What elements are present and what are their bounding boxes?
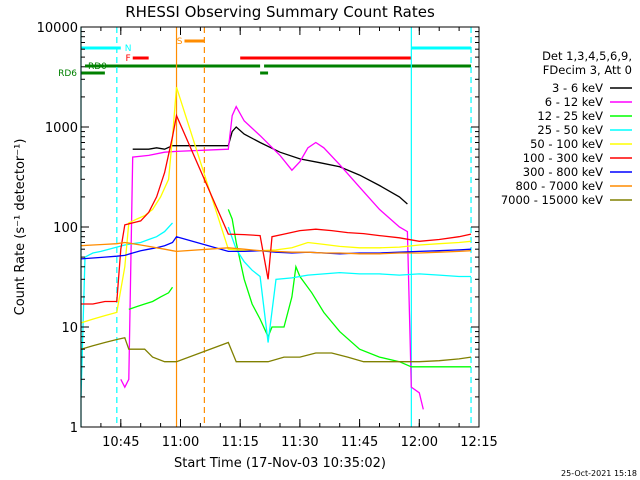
series-line bbox=[80, 235, 472, 260]
y-tick-label: 10 bbox=[61, 321, 78, 336]
legend-label: 800 - 7000 keV bbox=[515, 179, 603, 193]
x-tick-label: 12:00 bbox=[401, 435, 438, 450]
flag-label: RD6 bbox=[58, 69, 77, 79]
chart-title: RHESSI Observing Summary Count Rates bbox=[125, 3, 435, 21]
series-line bbox=[80, 87, 472, 324]
y-tick-label: 1000 bbox=[45, 121, 78, 136]
series-line bbox=[81, 113, 472, 305]
legend: Det 1,3,4,5,6,9,FDecim 3, Att 0 3 - 6 keV… bbox=[501, 49, 632, 207]
series-line bbox=[132, 126, 408, 205]
x-tick-label: 11:00 bbox=[162, 435, 199, 450]
legend-label: 6 - 12 keV bbox=[545, 95, 603, 109]
flag-label: RD0 bbox=[88, 62, 107, 72]
y-tick-label: 100 bbox=[53, 221, 78, 236]
generated-timestamp: 25-Oct-2021 15:18 bbox=[561, 469, 637, 478]
legend-label: 300 - 800 keV bbox=[523, 165, 603, 179]
series-line bbox=[128, 286, 174, 311]
flag-label: S bbox=[177, 37, 183, 47]
series-line bbox=[227, 209, 471, 368]
series-line bbox=[227, 226, 471, 343]
x-tick-label: 10:45 bbox=[102, 435, 139, 450]
flag-label: F bbox=[126, 54, 131, 64]
legend-label: 100 - 300 keV bbox=[523, 151, 603, 165]
y-tick-label: 10000 bbox=[37, 21, 78, 36]
legend-label: 25 - 50 keV bbox=[537, 123, 603, 137]
series-line bbox=[120, 105, 424, 410]
legend-header-line: Det 1,3,4,5,6,9, bbox=[542, 49, 632, 63]
series-line bbox=[80, 337, 472, 363]
y-tick-label: 1 bbox=[70, 421, 78, 436]
y-axis-label: Count Rate (s⁻¹ detector⁻¹) bbox=[13, 139, 28, 316]
flag-label: N bbox=[125, 44, 132, 54]
x-tick-label: 12:15 bbox=[460, 435, 497, 450]
series-lines bbox=[80, 87, 472, 410]
flag-bars: NF S RD0 RD6 bbox=[58, 37, 472, 79]
legend-label: 3 - 6 keV bbox=[552, 81, 603, 95]
x-tick-label: 11:30 bbox=[281, 435, 318, 450]
series-line bbox=[80, 241, 472, 255]
legend-label: 50 - 100 keV bbox=[530, 137, 603, 151]
x-tick-label: 11:15 bbox=[221, 435, 258, 450]
x-tick-label: 11:45 bbox=[341, 435, 378, 450]
axes: 10:45 11:00 11:15 11:30 11:45 12:00 12:15 1 10 10… bbox=[37, 21, 498, 450]
legend-label: 7000 - 15000 keV bbox=[501, 193, 603, 207]
x-axis-label: Start Time (17-Nov-03 10:35:02) bbox=[174, 456, 386, 471]
series-line bbox=[80, 222, 173, 397]
legend-label: 12 - 25 keV bbox=[537, 109, 603, 123]
legend-header-line: FDecim 3, Att 0 bbox=[543, 63, 632, 77]
